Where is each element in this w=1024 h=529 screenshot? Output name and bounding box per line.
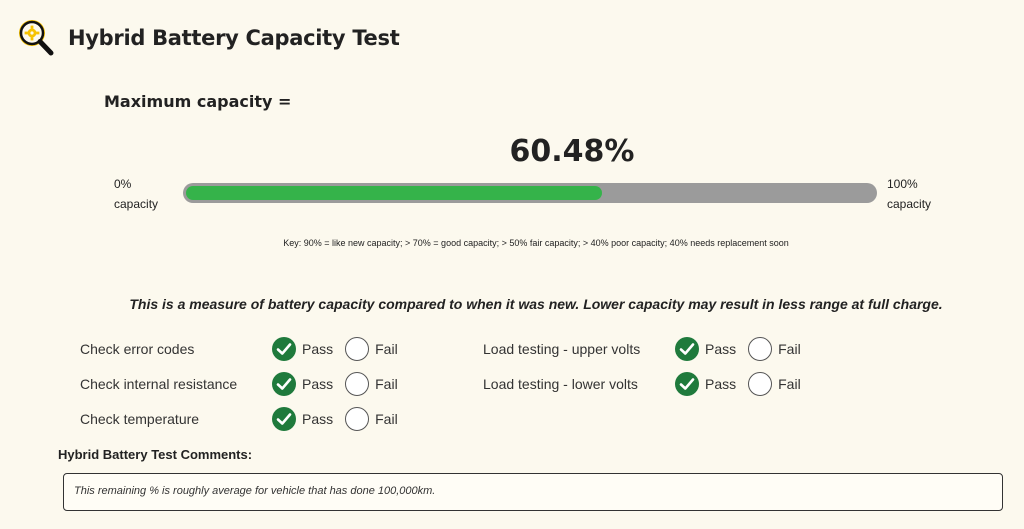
capacity-label: Maximum capacity = [104, 92, 292, 111]
fail-option[interactable]: Fail [748, 372, 813, 396]
check-row: Check error codes Pass Fail [80, 336, 410, 362]
radio-empty-icon[interactable] [345, 337, 370, 361]
check-circle-icon[interactable] [675, 337, 699, 361]
radio-empty-icon[interactable] [748, 337, 773, 361]
pass-label: Pass [302, 341, 334, 357]
capacity-progress-bar [183, 183, 877, 203]
fail-label: Fail [375, 376, 398, 392]
pass-option[interactable]: Pass [675, 372, 748, 396]
check-label: Load testing - lower volts [483, 376, 638, 392]
fail-label: Fail [375, 341, 398, 357]
check-circle-icon[interactable] [675, 372, 699, 396]
page-header: Hybrid Battery Capacity Test [16, 18, 400, 58]
scale-min-label: 0% capacity [114, 177, 159, 211]
magnifier-gear-icon [19, 20, 54, 56]
comments-heading: Hybrid Battery Test Comments: [58, 447, 253, 462]
fail-label: Fail [778, 341, 801, 357]
pass-label: Pass [705, 376, 737, 392]
pass-label: Pass [302, 376, 334, 392]
check-circle-icon[interactable] [272, 407, 296, 431]
fail-option[interactable]: Fail [748, 337, 813, 361]
pass-option[interactable]: Pass [272, 337, 345, 361]
pass-option[interactable]: Pass [675, 337, 748, 361]
check-label: Check error codes [80, 341, 195, 357]
comments-field[interactable]: This remaining % is roughly average for … [63, 473, 1003, 511]
check-row: Load testing - lower volts Pass Fail [483, 371, 813, 397]
fail-option[interactable]: Fail [345, 407, 410, 431]
radio-empty-icon[interactable] [748, 372, 773, 396]
pass-option[interactable]: Pass [272, 407, 345, 431]
capacity-progress-fill [186, 186, 602, 200]
scale-max-label: 100% capacity [887, 177, 932, 211]
check-label: Load testing - upper volts [483, 341, 641, 357]
radio-empty-icon[interactable] [345, 407, 370, 431]
radio-empty-icon[interactable] [345, 372, 370, 396]
check-circle-icon[interactable] [272, 372, 296, 396]
capacity-note: This is a measure of battery capacity co… [129, 296, 943, 312]
fail-label: Fail [375, 411, 398, 427]
pass-label: Pass [302, 411, 334, 427]
capacity-key: Key: 90% = like new capacity; > 70% = go… [283, 238, 789, 248]
check-label: Check temperature [80, 411, 200, 427]
pass-option[interactable]: Pass [272, 372, 345, 396]
check-row: Check internal resistance Pass Fail [80, 371, 410, 397]
page-title: Hybrid Battery Capacity Test [68, 26, 400, 50]
pass-label: Pass [705, 341, 737, 357]
fail-label: Fail [778, 376, 801, 392]
fail-option[interactable]: Fail [345, 337, 410, 361]
fail-option[interactable]: Fail [345, 372, 410, 396]
check-label: Check internal resistance [80, 376, 238, 392]
check-circle-icon[interactable] [272, 337, 296, 361]
check-row: Check temperature Pass Fail [80, 406, 410, 432]
check-row: Load testing - upper volts Pass Fail [483, 336, 813, 362]
capacity-value: 60.48% [509, 134, 635, 169]
